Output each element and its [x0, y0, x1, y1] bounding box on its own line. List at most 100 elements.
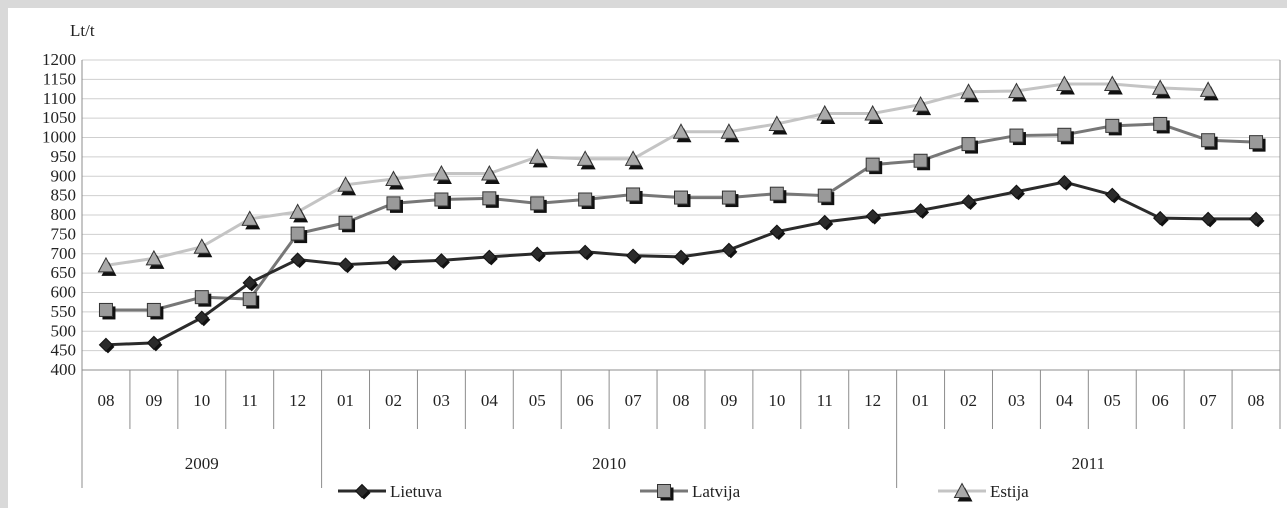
data-point-lietuva [98, 337, 114, 353]
data-point-lietuva [721, 242, 737, 258]
data-point-latvija [913, 153, 928, 168]
y-tick-label: 650 [51, 263, 77, 282]
legend-marker-latvija [657, 484, 671, 498]
y-tick-label: 450 [51, 341, 77, 360]
data-point-latvija [290, 226, 305, 241]
legend-label-lietuva: Lietuva [390, 482, 442, 501]
data-point-lietuva [577, 244, 593, 260]
y-tick-label: 700 [51, 244, 77, 263]
data-point-lietuva [1248, 211, 1264, 227]
data-point-estija [960, 83, 977, 99]
y-axis-label: Lt/t [70, 21, 95, 40]
series-line-latvija [105, 122, 1257, 312]
data-point-estija [289, 203, 306, 219]
legend: Lietuva Latvija Estija [338, 482, 1029, 502]
data-point-estija [1151, 79, 1169, 95]
data-point-estija [145, 249, 163, 266]
x-tick-label: 05 [529, 391, 546, 410]
x-tick-label: 03 [433, 391, 450, 410]
data-point-latvija [1009, 128, 1024, 143]
y-tick-label: 500 [51, 321, 77, 340]
y-tick-label: 400 [51, 360, 77, 379]
y-axis-ticks: 4004505005506006507007508008509009501000… [42, 50, 76, 379]
data-point-estija [576, 150, 594, 166]
data-point-lietuva [530, 246, 545, 261]
data-point-estija [193, 238, 211, 254]
data-point-latvija [865, 157, 880, 172]
x-tick-label: 01 [337, 391, 354, 410]
data-point-latvija [242, 292, 257, 307]
y-tick-label: 850 [51, 186, 77, 205]
x-tick-label: 10 [768, 391, 785, 410]
data-point-latvija [530, 196, 545, 211]
x-tick-label: 11 [242, 391, 258, 410]
data-point-estija [864, 104, 882, 121]
data-point-latvija [721, 190, 736, 205]
data-point-estija [816, 104, 834, 121]
data-point-estija [1056, 75, 1073, 92]
data-point-latvija [194, 290, 209, 305]
y-tick-label: 1200 [42, 50, 76, 69]
data-point-estija [912, 96, 929, 112]
data-point-estija [720, 123, 738, 139]
x-tick-label: 10 [193, 391, 210, 410]
data-point-lietuva [434, 253, 449, 268]
x-tick-label: 06 [1152, 391, 1169, 410]
data-point-lietuva [1200, 211, 1216, 227]
x-tick-label: 07 [1200, 391, 1218, 410]
data-point-lietuva [242, 275, 257, 291]
y-tick-label: 1100 [43, 89, 76, 108]
data-point-latvija [434, 192, 449, 207]
year-label: 2009 [185, 454, 219, 473]
data-point-latvija [578, 192, 593, 207]
data-point-estija [1199, 81, 1217, 97]
legend-marker-estija [953, 482, 971, 498]
data-point-estija [1008, 82, 1025, 98]
data-point-latvija [1057, 127, 1072, 142]
data-point-latvija [769, 186, 784, 201]
data-point-latvija [817, 188, 832, 203]
data-point-latvija [1105, 118, 1120, 133]
data-point-latvija [386, 196, 401, 211]
data-point-latvija [98, 302, 113, 317]
data-point-estija [480, 164, 498, 181]
y-tick-label: 1000 [42, 128, 76, 147]
y-tick-label: 950 [51, 147, 77, 166]
x-tick-label: 02 [960, 391, 977, 410]
x-tick-label: 08 [97, 391, 114, 410]
data-point-estija [337, 176, 354, 192]
data-point-lietuva [194, 310, 210, 325]
data-point-estija [97, 256, 115, 273]
data-point-lietuva [1009, 184, 1024, 199]
data-point-estija [1103, 75, 1121, 92]
data-point-estija [672, 123, 690, 139]
x-tick-label: 08 [673, 391, 690, 410]
x-tick-label: 01 [912, 391, 929, 410]
data-point-latvija [1201, 133, 1216, 148]
x-tick-label: 05 [1104, 391, 1121, 410]
data-point-estija [385, 170, 402, 186]
data-point-lietuva [625, 248, 641, 263]
series-line-estija [105, 82, 1209, 267]
data-point-lietuva [338, 257, 353, 272]
data-point-lietuva [1152, 210, 1168, 226]
data-point-lietuva [482, 249, 497, 265]
y-tick-label: 1150 [43, 69, 76, 88]
data-point-lietuva [961, 194, 976, 209]
data-point-lietuva [913, 203, 928, 218]
data-point-lietuva [673, 249, 689, 265]
chart-frame: Lt/t 400 450 500 550 600 650 700 750 800 850 900 95… [8, 8, 1287, 508]
x-tick-label: 06 [577, 391, 594, 410]
x-tick-label: 03 [1008, 391, 1025, 410]
x-tick-label: 12 [289, 391, 306, 410]
data-point-lietuva [386, 255, 401, 270]
data-point-latvija [1249, 135, 1264, 150]
legend-label-estija: Estija [990, 482, 1029, 501]
x-tick-label: 12 [864, 391, 881, 410]
data-point-estija [433, 164, 450, 181]
data-point-lietuva [1057, 174, 1072, 190]
data-point-estija [528, 148, 546, 164]
data-point-lietuva [1105, 187, 1120, 203]
y-tick-label: 1050 [42, 108, 76, 127]
x-tick-label: 11 [817, 391, 833, 410]
